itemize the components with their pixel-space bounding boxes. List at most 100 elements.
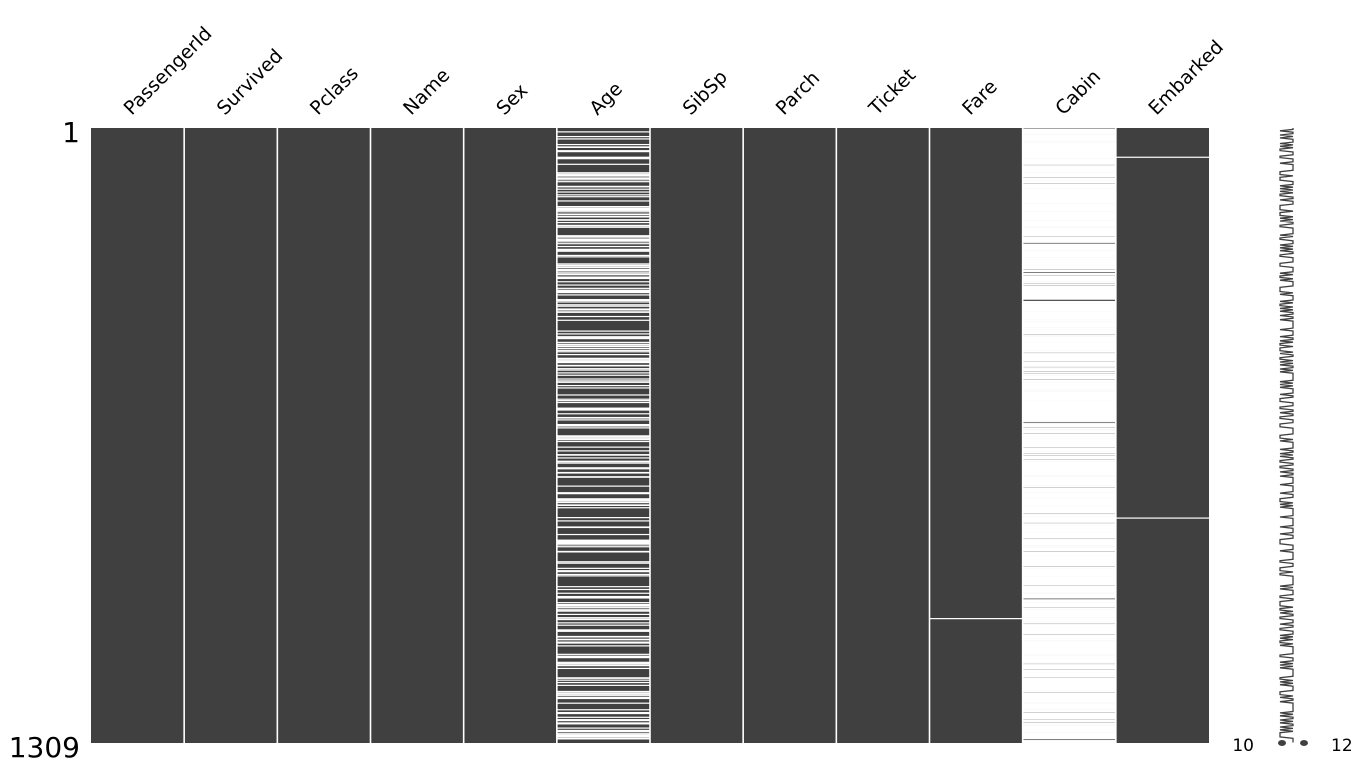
missing-value-line [1022,260,1116,262]
missing-value-line [556,639,650,641]
row-tick-labels: 1 1309 [9,116,80,764]
missing-value-line [556,684,650,686]
missing-value-line [1022,701,1116,703]
missing-value-line [556,186,650,188]
missing-value-line [1022,411,1116,413]
missing-value-line [556,143,650,146]
missing-value-line [556,472,650,474]
missing-value-line [1022,372,1116,374]
missing-value-line [556,256,650,258]
missing-value-line [1022,236,1116,239]
matrix-area [91,128,1209,744]
missing-value-line [556,667,650,670]
missing-value-line [556,438,650,440]
missing-value-line [556,462,650,464]
missing-value-line [1022,730,1116,732]
missing-value-line [1022,510,1116,513]
missing-value-line [556,175,650,177]
missing-value-line [556,446,650,448]
missing-value-line [556,245,650,248]
missing-value-line [1022,374,1116,376]
missing-value-line [1022,597,1116,599]
missing-value-line [556,732,650,734]
missing-value-line [1022,377,1116,380]
missing-value-line [1022,676,1116,678]
missing-value-line [1022,515,1116,517]
missing-value-line [1022,225,1116,227]
missing-value-line [556,267,650,269]
missing-value-line [1022,737,1116,740]
missing-value-line [556,500,650,502]
missing-value-line [1022,276,1116,279]
missing-value-line [556,719,650,721]
missing-value-line [1022,575,1116,577]
missing-value-line [1022,179,1116,181]
missing-value-line [1022,739,1116,741]
missing-value-line [556,374,650,376]
missing-value-line [556,533,650,536]
matrix-column-survived [184,128,278,743]
missing-value-line [556,610,650,612]
missing-value-line [1022,349,1116,351]
missing-value-line [1022,363,1116,365]
missing-value-line [1022,446,1116,448]
missing-value-line [556,467,650,469]
missing-value-line [556,289,650,291]
missing-value-line [1022,595,1116,597]
missing-value-line [1022,160,1116,163]
missing-value-line [1022,282,1116,284]
missing-value-line [556,265,650,267]
missing-value-line [1022,222,1116,225]
missing-value-line [1022,388,1116,390]
missing-value-line [1022,680,1116,682]
missing-value-line [1022,187,1116,189]
missing-value-line [1022,395,1116,397]
missing-value-line [1022,563,1116,565]
missing-value-line [1022,171,1116,173]
missing-value-line [1022,653,1116,655]
missing-value-line [556,311,650,313]
missing-value-line [1022,402,1116,405]
missing-value-line [1022,462,1116,464]
matrix-column-name [370,128,464,743]
missing-value-line [1022,268,1116,270]
missing-value-line [556,561,650,563]
missing-value-line [1022,654,1116,656]
missing-value-line [556,629,650,631]
missing-value-line [556,341,650,343]
missing-value-line [1022,640,1116,642]
missing-value-line [556,562,650,564]
missing-value-line [556,719,650,722]
missing-value-line [556,613,650,615]
missing-value-line [1022,141,1116,143]
missing-value-line [556,200,650,202]
missing-value-line [556,372,650,374]
missing-value-line [1115,517,1209,519]
missing-value-line [556,586,650,588]
missing-value-line [1022,353,1116,355]
missing-value-line [556,520,650,522]
missing-value-line [556,336,650,338]
missing-value-line [1022,472,1116,475]
missing-value-line [1022,454,1116,456]
missing-value-line [1022,419,1116,421]
missing-value-line [556,573,650,576]
missing-value-line [556,206,650,208]
missing-value-line [556,712,650,715]
missing-value-line [556,504,650,506]
missing-value-line [1022,431,1116,433]
missing-value-line [556,281,650,283]
missing-value-line [556,427,650,429]
missing-value-line [1022,589,1116,591]
missing-value-line [1022,657,1116,659]
missing-value-line [1022,723,1116,725]
missing-value-line [1022,636,1116,638]
missing-value-line [1022,616,1116,618]
column-present-bar [929,128,1023,743]
missing-value-line [1022,592,1116,594]
missing-value-line [556,338,650,340]
missing-value-line [1022,718,1116,720]
missing-value-line [556,400,650,402]
missing-value-line [556,254,650,257]
missing-value-line [556,408,650,410]
